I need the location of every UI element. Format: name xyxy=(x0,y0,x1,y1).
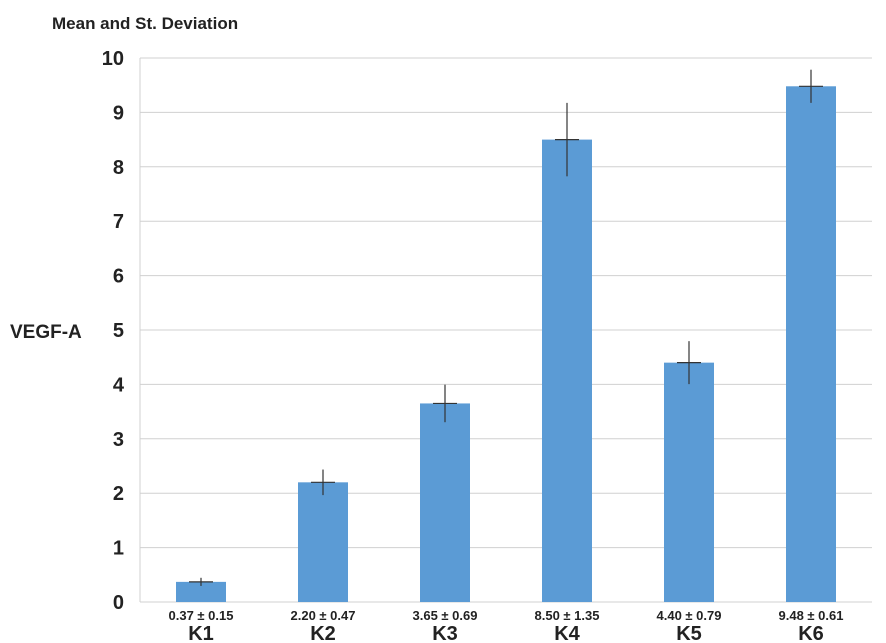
bar xyxy=(298,482,348,602)
bar xyxy=(176,581,226,602)
data-label: 8.50 ± 1.35 xyxy=(535,608,600,623)
data-label: 9.48 ± 0.61 xyxy=(779,608,844,623)
category-label: K1 xyxy=(188,623,214,643)
data-label: 2.20 ± 0.47 xyxy=(291,608,356,623)
data-label: 0.37 ± 0.15 xyxy=(169,608,234,623)
category-label: K3 xyxy=(432,623,458,643)
y-tick-label: 0 xyxy=(113,592,124,614)
y-tick-label: 1 xyxy=(113,538,124,560)
y-ticks: 0 1 2 3 4 5 6 7 8 9 10 xyxy=(102,48,125,614)
y-tick-label: 9 xyxy=(113,102,124,124)
bar xyxy=(420,403,470,602)
bars xyxy=(176,86,836,602)
data-label: 4.40 ± 0.79 xyxy=(657,608,722,623)
y-tick-label: 10 xyxy=(102,48,124,70)
bar xyxy=(786,86,836,602)
y-tick-label: 7 xyxy=(113,211,124,233)
y-tick-label: 4 xyxy=(113,374,125,396)
category-label: K2 xyxy=(310,623,336,643)
data-labels: 0.37 ± 0.15 2.20 ± 0.47 3.65 ± 0.69 8.50 ± … xyxy=(169,608,844,623)
y-tick-label: 5 xyxy=(113,320,124,342)
x-categories: K1 K2 K3 K4 K5 K6 xyxy=(188,623,824,643)
y-tick-label: 3 xyxy=(113,429,124,451)
bar xyxy=(664,362,714,602)
chart-title: Mean and St. Deviation xyxy=(52,14,238,33)
error-bars xyxy=(189,69,823,586)
y-tick-label: 2 xyxy=(113,483,124,505)
category-label: K6 xyxy=(798,623,824,643)
gridlines xyxy=(139,57,872,603)
y-tick-label: 6 xyxy=(113,266,124,288)
data-label: 3.65 ± 0.69 xyxy=(413,608,478,623)
category-label: K5 xyxy=(676,623,702,643)
bar xyxy=(542,139,592,602)
category-label: K4 xyxy=(554,623,580,643)
y-tick-label: 8 xyxy=(113,157,124,179)
y-axis-label: VEGF-A xyxy=(10,322,82,343)
